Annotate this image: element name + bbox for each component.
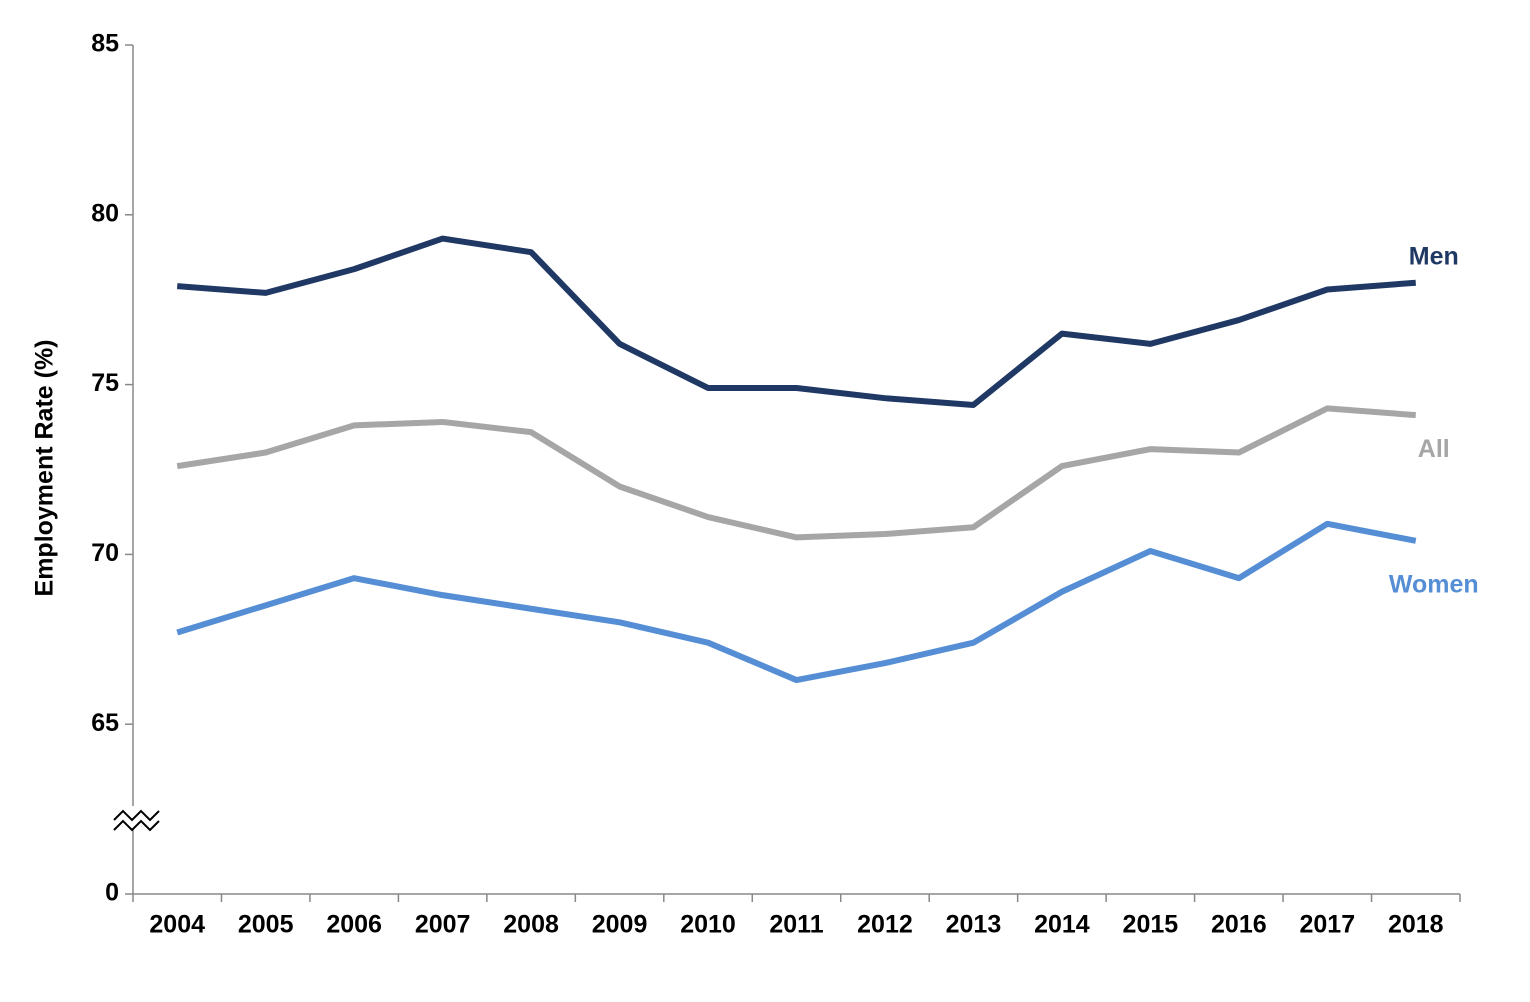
x-tick-label: 2005 xyxy=(238,911,294,939)
line-series xyxy=(176,405,1416,541)
x-tick-label: 2004 xyxy=(149,911,205,939)
y-tick-label: 70 xyxy=(91,539,119,567)
y-tick-label: 65 xyxy=(91,709,119,737)
x-tick-label: 2011 xyxy=(769,911,823,939)
x-tick-label: 2009 xyxy=(592,911,648,939)
x-tick-label: 2014 xyxy=(1034,911,1090,939)
y-tick-label: 0 xyxy=(105,879,119,907)
x-tick-label: 2013 xyxy=(946,911,1002,939)
x-tick-label: 2016 xyxy=(1211,911,1267,939)
x-tick-label: 2010 xyxy=(680,911,736,939)
x-tick-label: 2015 xyxy=(1123,911,1179,939)
x-tick-label: 2006 xyxy=(326,911,382,939)
line-series xyxy=(177,235,1416,408)
y-tick-label: 80 xyxy=(91,199,119,227)
axis-break xyxy=(113,809,160,832)
series-label: Women xyxy=(1389,570,1479,598)
line-series xyxy=(176,520,1417,684)
series-label: All xyxy=(1418,435,1450,463)
y-tick-label: 85 xyxy=(91,30,119,58)
x-tick-label: 2007 xyxy=(415,911,471,939)
x-tick-label: 2012 xyxy=(857,911,913,939)
series-label: Men xyxy=(1409,242,1459,270)
x-tick-label: 2008 xyxy=(503,911,559,939)
y-tick-label: 75 xyxy=(91,369,119,397)
x-tick-label: 2018 xyxy=(1388,911,1444,939)
y-axis-title: Employment Rate (%) xyxy=(31,340,59,597)
x-tick-label: 2017 xyxy=(1299,911,1355,939)
